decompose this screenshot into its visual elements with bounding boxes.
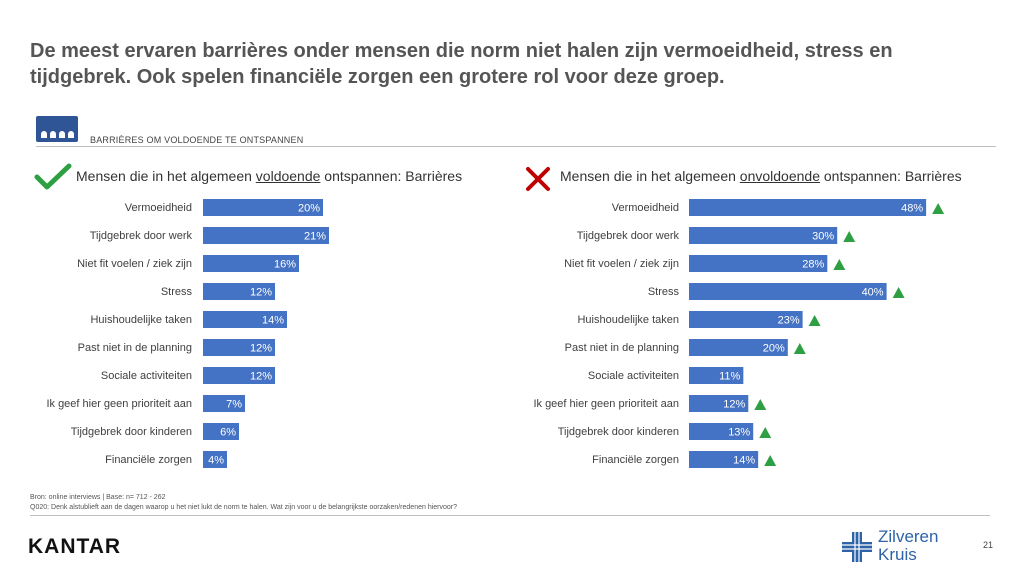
- kantar-logo: KANTAR: [28, 535, 122, 558]
- category-label: Niet fit voelen / ziek zijn: [77, 258, 192, 270]
- category-label: Huishoudelijke taken: [90, 314, 192, 326]
- category-label: Ik geef hier geen prioriteit aan: [46, 398, 192, 410]
- logo-line-1: Zilveren: [878, 527, 939, 546]
- significance-up-icon: [754, 399, 767, 410]
- logo-line-2: Kruis: [878, 545, 917, 564]
- category-label: Vermoeidheid: [612, 202, 679, 214]
- value-label: 16%: [274, 259, 296, 271]
- category-label: Huishoudelijke taken: [577, 314, 679, 326]
- value-label: 13%: [728, 427, 750, 439]
- bar: [689, 227, 838, 244]
- panel-right-heading-emph: onvoldoende: [739, 168, 820, 184]
- category-label: Ik geef hier geen prioriteit aan: [533, 398, 679, 410]
- value-label: 12%: [250, 343, 272, 355]
- bar: [203, 311, 287, 328]
- page-title: De meest ervaren barrières onder mensen …: [30, 40, 893, 88]
- checkmark-icon: [34, 163, 72, 190]
- bar: [203, 451, 227, 468]
- bar: [689, 339, 788, 356]
- value-label: 20%: [298, 203, 320, 215]
- significance-up-icon: [793, 343, 806, 354]
- bar: [203, 283, 275, 300]
- bar: [203, 423, 239, 440]
- value-label: 12%: [250, 287, 272, 299]
- bar: [203, 227, 329, 244]
- value-label: 6%: [220, 427, 236, 439]
- bar: [689, 199, 927, 216]
- source-note: Bron: online interviews | Base: n= 712 -…: [30, 493, 457, 513]
- bar: [689, 423, 754, 440]
- source-line-1: Bron: online interviews | Base: n= 712 -…: [30, 494, 166, 501]
- significance-up-icon: [764, 455, 777, 466]
- zilveren-kruis-cross-icon: [842, 532, 872, 562]
- significance-up-icon: [932, 203, 945, 214]
- bar: [203, 255, 299, 272]
- significance-up-icon: [759, 427, 772, 438]
- significance-up-icon: [833, 259, 846, 270]
- bar: [689, 255, 828, 272]
- value-label: 28%: [802, 259, 824, 271]
- bar: [689, 451, 759, 468]
- section-label: BARRIÈRES OM VOLDOENDE TE ONTSPANNEN: [90, 135, 304, 145]
- category-label: Vermoeidheid: [125, 202, 192, 214]
- panel-left-heading-emph: voldoende: [255, 168, 321, 184]
- value-label: 11%: [719, 371, 740, 383]
- category-label: Financiële zorgen: [592, 454, 679, 466]
- value-label: 30%: [812, 231, 834, 243]
- significance-up-icon: [892, 287, 905, 298]
- panel-left-heading: Mensen die in het algemeen voldoende ont…: [76, 168, 462, 184]
- bar: [203, 395, 245, 412]
- category-label: Financiële zorgen: [105, 454, 192, 466]
- value-label: 40%: [862, 287, 884, 299]
- panel-left-heading-b: ontspannen: Barrières: [320, 168, 463, 184]
- source-line-2: Q020: Denk alstublieft aan de dagen waar…: [30, 504, 458, 511]
- category-label: Tijdgebrek door werk: [90, 230, 193, 242]
- bar: [689, 395, 749, 412]
- value-label: 20%: [763, 343, 785, 355]
- zilveren-kruis-logo: Zilveren Kruis: [878, 528, 938, 564]
- value-label: 23%: [778, 315, 800, 327]
- value-label: 12%: [250, 371, 272, 383]
- value-label: 12%: [723, 399, 745, 411]
- category-label: Sociale activiteiten: [101, 370, 192, 382]
- category-label: Stress: [161, 286, 193, 298]
- value-label: 21%: [304, 231, 326, 243]
- category-label: Sociale activiteiten: [588, 370, 679, 382]
- category-label: Tijdgebrek door kinderen: [71, 426, 192, 438]
- bar: [203, 199, 323, 216]
- section-divider: [36, 146, 996, 147]
- page-number: 21: [983, 540, 994, 550]
- value-label: 4%: [208, 455, 224, 467]
- panel-right-heading-b: ontspannen: Barrières: [819, 168, 962, 184]
- cross-icon: [526, 167, 550, 191]
- audience-icon: [36, 116, 78, 142]
- bar: [203, 367, 275, 384]
- bar: [203, 339, 275, 356]
- panel-left-heading-a: Mensen die in het algemeen: [76, 168, 256, 184]
- footer-divider: [30, 515, 990, 516]
- panel-right-heading: Mensen die in het algemeen onvoldoende o…: [560, 168, 962, 184]
- value-label: 48%: [901, 203, 923, 215]
- value-label: 14%: [262, 315, 284, 327]
- category-label: Stress: [648, 286, 680, 298]
- panel-right-heading-a: Mensen die in het algemeen: [560, 168, 740, 184]
- bar: [689, 367, 744, 384]
- category-label: Tijdgebrek door kinderen: [558, 426, 679, 438]
- significance-up-icon: [808, 315, 821, 326]
- value-label: 7%: [226, 399, 242, 411]
- bar: [689, 311, 803, 328]
- category-label: Tijdgebrek door werk: [577, 230, 680, 242]
- category-label: Niet fit voelen / ziek zijn: [564, 258, 679, 270]
- value-label: 14%: [733, 455, 755, 467]
- significance-up-icon: [843, 231, 856, 242]
- category-label: Past niet in de planning: [78, 342, 192, 354]
- category-label: Past niet in de planning: [565, 342, 679, 354]
- bar: [689, 283, 887, 300]
